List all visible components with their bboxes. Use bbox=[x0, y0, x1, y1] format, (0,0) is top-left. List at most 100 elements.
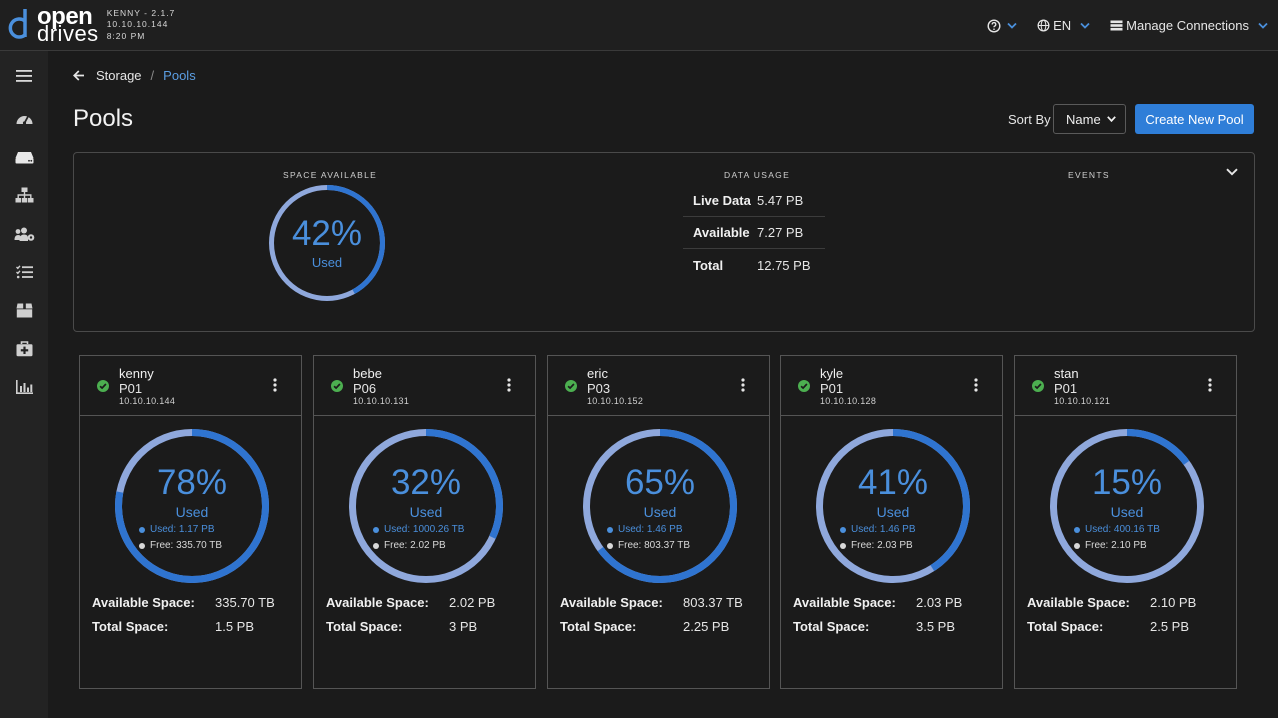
usage-key: Available bbox=[693, 225, 750, 240]
total-space-value: 2.25 PB bbox=[683, 619, 730, 634]
speedometer-icon bbox=[16, 115, 32, 125]
sidebar-menu-toggle[interactable] bbox=[0, 58, 48, 94]
kebab-menu-icon[interactable] bbox=[507, 378, 511, 392]
pool-card-4[interactable]: stan P01 10.10.10.121 15% Used Used: 400… bbox=[1014, 355, 1237, 689]
language-menu[interactable]: EN bbox=[1037, 18, 1090, 33]
space-available-ring bbox=[269, 185, 385, 301]
pool-card-2[interactable]: eric P03 10.10.10.152 65% Used Used: 1.4… bbox=[547, 355, 770, 689]
total-space-value: 3.5 PB bbox=[916, 619, 956, 634]
back-arrow-icon[interactable] bbox=[73, 70, 85, 81]
used-arc bbox=[269, 185, 385, 301]
users-gear-icon bbox=[14, 227, 34, 241]
pool-usage-donut: 78% Used Used: 1.17 PB Free: 335.70 TB bbox=[114, 428, 270, 584]
sidebar-item-network[interactable] bbox=[0, 177, 48, 213]
available-space-value: 2.03 PB bbox=[916, 595, 963, 610]
chevron-down-icon bbox=[1007, 22, 1017, 29]
sidebar bbox=[0, 51, 48, 718]
total-space-value: 2.5 PB bbox=[1150, 619, 1190, 634]
data-usage-table: Live Data 5.47 PB Available 7.27 PB Tota… bbox=[683, 185, 825, 281]
total-space-label: Total Space: bbox=[1027, 619, 1104, 634]
pool-card-header: stan P01 10.10.10.121 bbox=[1015, 356, 1236, 416]
pool-used-label: Used bbox=[175, 504, 209, 520]
sidebar-item-storage[interactable] bbox=[0, 139, 48, 175]
pool-name: bebe bbox=[353, 366, 382, 381]
pool-ip: 10.10.10.131 bbox=[353, 396, 410, 406]
events-expand-chevron-icon[interactable] bbox=[1226, 168, 1238, 176]
total-space-label: Total Space: bbox=[793, 619, 870, 634]
legend-used: Used: 1000.26 TB bbox=[373, 524, 464, 535]
help-menu[interactable] bbox=[987, 18, 1017, 33]
total-space-label: Total Space: bbox=[326, 619, 403, 634]
sidebar-item-reports[interactable] bbox=[0, 369, 48, 405]
pool-id: P03 bbox=[587, 381, 611, 396]
pool-used-percent: 41% bbox=[857, 463, 929, 502]
pool-used-percent: 32% bbox=[390, 463, 462, 502]
hard-drive-icon bbox=[15, 151, 33, 163]
legend-used-text: Used: 1000.26 TB bbox=[384, 524, 465, 535]
create-new-pool-button[interactable]: Create New Pool bbox=[1135, 104, 1254, 134]
pool-id: P06 bbox=[353, 381, 377, 396]
breadcrumb-storage[interactable]: Storage bbox=[96, 68, 142, 83]
legend-free-text: Free: 2.03 PB bbox=[851, 540, 913, 551]
pool-ip: 10.10.10.144 bbox=[119, 396, 176, 406]
pool-ip: 10.10.10.128 bbox=[820, 396, 877, 406]
legend-used: Used: 1.46 PB bbox=[607, 524, 682, 535]
brand-logo[interactable]: open drives KENNY - 2.1.7 10.10.10.144 8… bbox=[0, 0, 175, 51]
available-space-value: 335.70 TB bbox=[215, 595, 275, 610]
box-icon bbox=[16, 303, 32, 317]
legend-used-text: Used: 400.16 TB bbox=[1085, 524, 1160, 535]
pool-card-header: kyle P01 10.10.10.128 bbox=[781, 356, 1002, 416]
network-icon bbox=[15, 187, 33, 203]
data-usage-heading: DATA USAGE bbox=[724, 170, 791, 180]
usage-key: Live Data bbox=[693, 193, 751, 208]
pool-id: P01 bbox=[1054, 381, 1078, 396]
total-space-label: Total Space: bbox=[92, 619, 169, 634]
help-icon bbox=[987, 18, 1001, 33]
kebab-menu-icon[interactable] bbox=[741, 378, 745, 392]
pool-usage-ring bbox=[816, 429, 970, 583]
pool-card-3[interactable]: kyle P01 10.10.10.128 41% Used Used: 1.4… bbox=[780, 355, 1003, 689]
pool-name: eric bbox=[587, 366, 608, 381]
legend-used-dot bbox=[840, 526, 846, 533]
legend-free-dot bbox=[607, 542, 613, 549]
pool-ip: 10.10.10.152 bbox=[587, 396, 644, 406]
pool-usage-ring bbox=[349, 429, 503, 583]
sidebar-item-dashboard[interactable] bbox=[0, 100, 48, 136]
sidebar-item-packages[interactable] bbox=[0, 292, 48, 328]
brand-open: open bbox=[37, 3, 93, 30]
breadcrumb: Storage / Pools bbox=[73, 68, 196, 83]
space-used-label: Used bbox=[311, 255, 343, 270]
pool-used-label: Used bbox=[876, 504, 910, 520]
legend-free: Free: 2.10 PB bbox=[1074, 540, 1147, 551]
kebab-menu-icon[interactable] bbox=[273, 378, 277, 392]
kebab-menu-icon[interactable] bbox=[974, 378, 978, 392]
pool-name: kenny bbox=[119, 366, 154, 381]
host-name: KENNY - 2.1.7 bbox=[106, 7, 176, 18]
sidebar-item-users[interactable] bbox=[0, 216, 48, 252]
sort-by-select[interactable]: Name bbox=[1053, 104, 1126, 134]
sidebar-item-tasks[interactable] bbox=[0, 254, 48, 290]
pool-card-0[interactable]: kenny P01 10.10.10.144 78% Used Used: 1.… bbox=[79, 355, 302, 689]
manage-connections-menu[interactable]: Manage Connections bbox=[1110, 18, 1268, 33]
legend-used-dot bbox=[607, 526, 613, 533]
breadcrumb-separator: / bbox=[150, 68, 155, 83]
legend-free: Free: 335.70 TB bbox=[139, 540, 222, 551]
status-ok-icon bbox=[565, 380, 577, 392]
kebab-menu-icon[interactable] bbox=[1208, 378, 1212, 392]
available-space-value: 803.37 TB bbox=[683, 595, 743, 610]
chevron-down-icon bbox=[1080, 22, 1090, 29]
server-list-icon bbox=[1110, 20, 1123, 31]
bar-chart-icon bbox=[15, 380, 33, 394]
status-ok-icon bbox=[97, 380, 109, 392]
available-space-value: 2.10 PB bbox=[1150, 595, 1197, 610]
legend-free-text: Free: 335.70 TB bbox=[150, 540, 223, 551]
pool-card-header: kenny P01 10.10.10.144 bbox=[80, 356, 301, 416]
pool-card-header: eric P03 10.10.10.152 bbox=[548, 356, 769, 416]
events-heading: EVENTS bbox=[1068, 170, 1110, 180]
sidebar-item-tools[interactable] bbox=[0, 331, 48, 367]
host-ip: 10.10.10.144 bbox=[106, 19, 169, 30]
pool-card-1[interactable]: bebe P06 10.10.10.131 32% Used Used: 100… bbox=[313, 355, 536, 689]
available-space-label: Available Space: bbox=[326, 595, 429, 610]
legend-free: Free: 2.03 PB bbox=[840, 540, 913, 551]
status-ok-icon bbox=[798, 380, 810, 392]
